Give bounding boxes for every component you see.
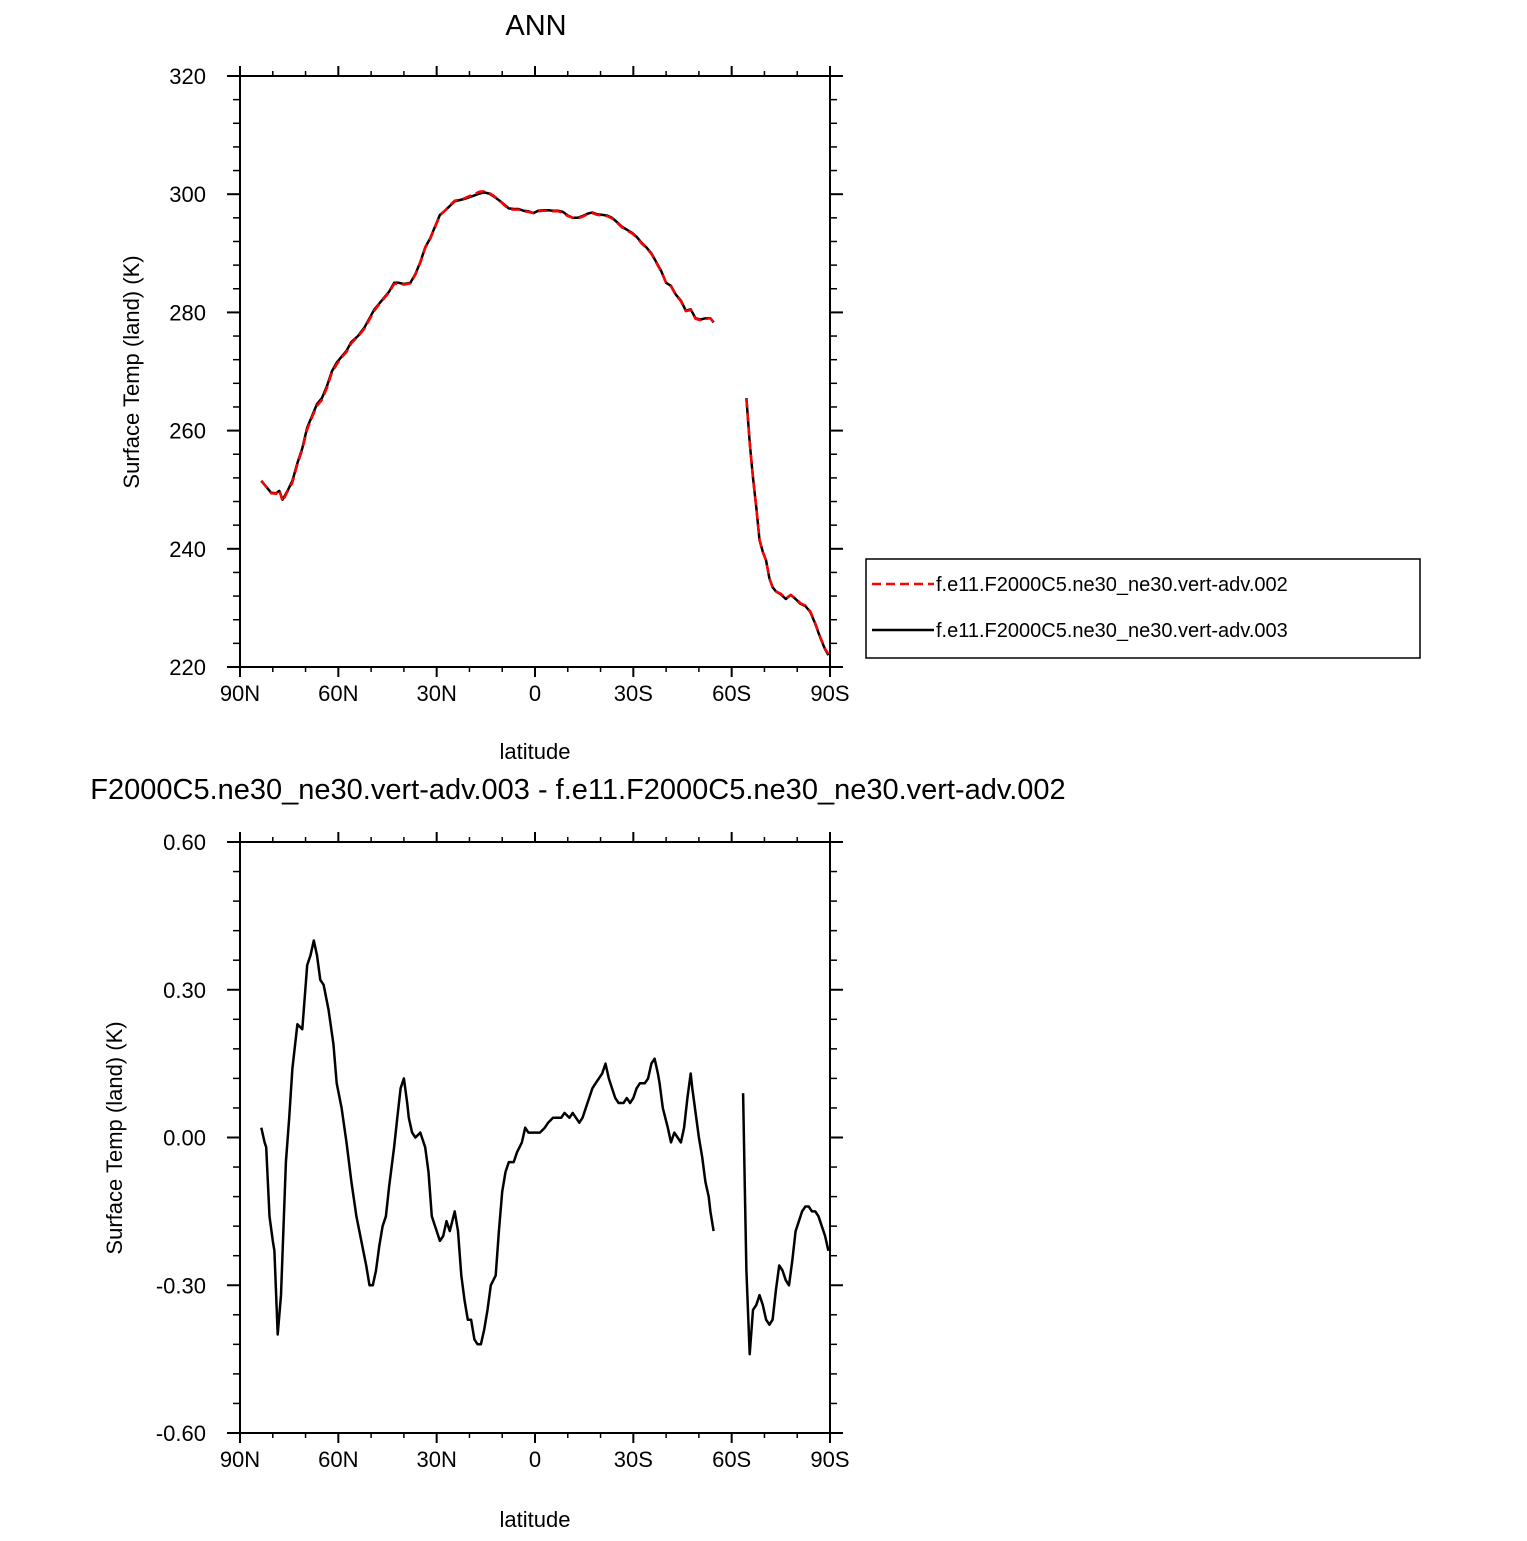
top-x-tick-label: 30N <box>416 681 456 706</box>
top-plot-frame <box>239 75 831 668</box>
legend-box <box>865 558 1421 659</box>
bottom-ticks <box>227 832 843 1443</box>
bottom-x-tick-label: 60N <box>318 1447 358 1472</box>
bottom-y-tick-label: -0.60 <box>156 1421 206 1446</box>
top-series-line-dashed-red <box>260 189 715 503</box>
top-x-tick-label: 30S <box>614 681 653 706</box>
top-x-tick-label: 90N <box>220 681 260 706</box>
bottom-plot-frame <box>239 841 831 1434</box>
bottom-x-tick-label: 30N <box>416 1447 456 1472</box>
top-y-tick-label: 320 <box>169 64 206 89</box>
top-y-tick-label: 240 <box>169 537 206 562</box>
top-x-axis-label: latitude <box>500 739 571 764</box>
bottom-chart-title: F2000C5.ne30_ne30.vert-adv.003 - f.e11.F… <box>90 774 1065 806</box>
top-y-tick-label: 220 <box>169 655 206 680</box>
top-x-tick-label: 60N <box>318 681 358 706</box>
top-y-tick-label: 280 <box>169 300 206 325</box>
top-tick-labels: 90N 60N 30N 0 30S 60S 90S 320 300 280 260 240 220 <box>169 64 849 706</box>
top-x-tick-label: 90S <box>810 681 849 706</box>
bottom-y-tick-label: -0.30 <box>156 1273 206 1298</box>
top-series-line-solid-black <box>260 191 715 501</box>
bottom-panel: F2000C5.ne30_ne30.vert-adv.003 - f.e11.F… <box>90 774 1065 1532</box>
bottom-y-tick-label: 0.60 <box>163 830 206 855</box>
top-x-tick-label: 60S <box>712 681 751 706</box>
bottom-y-tick-label: 0.30 <box>163 978 206 1003</box>
bottom-x-tick-label: 90N <box>220 1447 260 1472</box>
bottom-x-tick-label: 60S <box>712 1447 751 1472</box>
top-series <box>260 189 830 656</box>
top-y-tick-label: 260 <box>169 419 206 444</box>
top-ticks <box>227 66 843 677</box>
legend-entry-003: f.e11.F2000C5.ne30_ne30.vert-adv.003 <box>936 620 1288 642</box>
bottom-x-axis-label: latitude <box>500 1507 571 1532</box>
bottom-x-tick-label: 30S <box>614 1447 653 1472</box>
legend-entry-002: f.e11.F2000C5.ne30_ne30.vert-adv.002 <box>936 574 1288 596</box>
bottom-series-line-solid-black <box>260 939 715 1346</box>
top-chart-title: ANN <box>505 10 566 42</box>
top-panel: ANN 90N 60N 30N 0 30S 60S 90S 320 300 280 260 240 22… <box>119 10 1421 764</box>
bottom-x-tick-label: 90S <box>810 1447 849 1472</box>
legend: f.e11.F2000C5.ne30_ne30.vert-adv.002 f.e… <box>865 558 1421 659</box>
top-x-tick-label: 0 <box>529 681 541 706</box>
top-series-line-dashed-red <box>745 398 830 655</box>
top-y-axis-label: Surface Temp (land) (K) <box>119 255 144 488</box>
bottom-tick-labels: 90N 60N 30N 0 30S 60S 90S 0.60 0.30 0.00 -0.30 -0.6… <box>156 830 850 1472</box>
bottom-series <box>260 939 830 1356</box>
bottom-y-axis-label: Surface Temp (land) (K) <box>102 1021 127 1254</box>
bottom-y-tick-label: 0.00 <box>163 1126 206 1151</box>
bottom-x-tick-label: 0 <box>529 1447 541 1472</box>
bottom-series-line-solid-black <box>741 1093 830 1356</box>
top-y-tick-label: 300 <box>169 182 206 207</box>
